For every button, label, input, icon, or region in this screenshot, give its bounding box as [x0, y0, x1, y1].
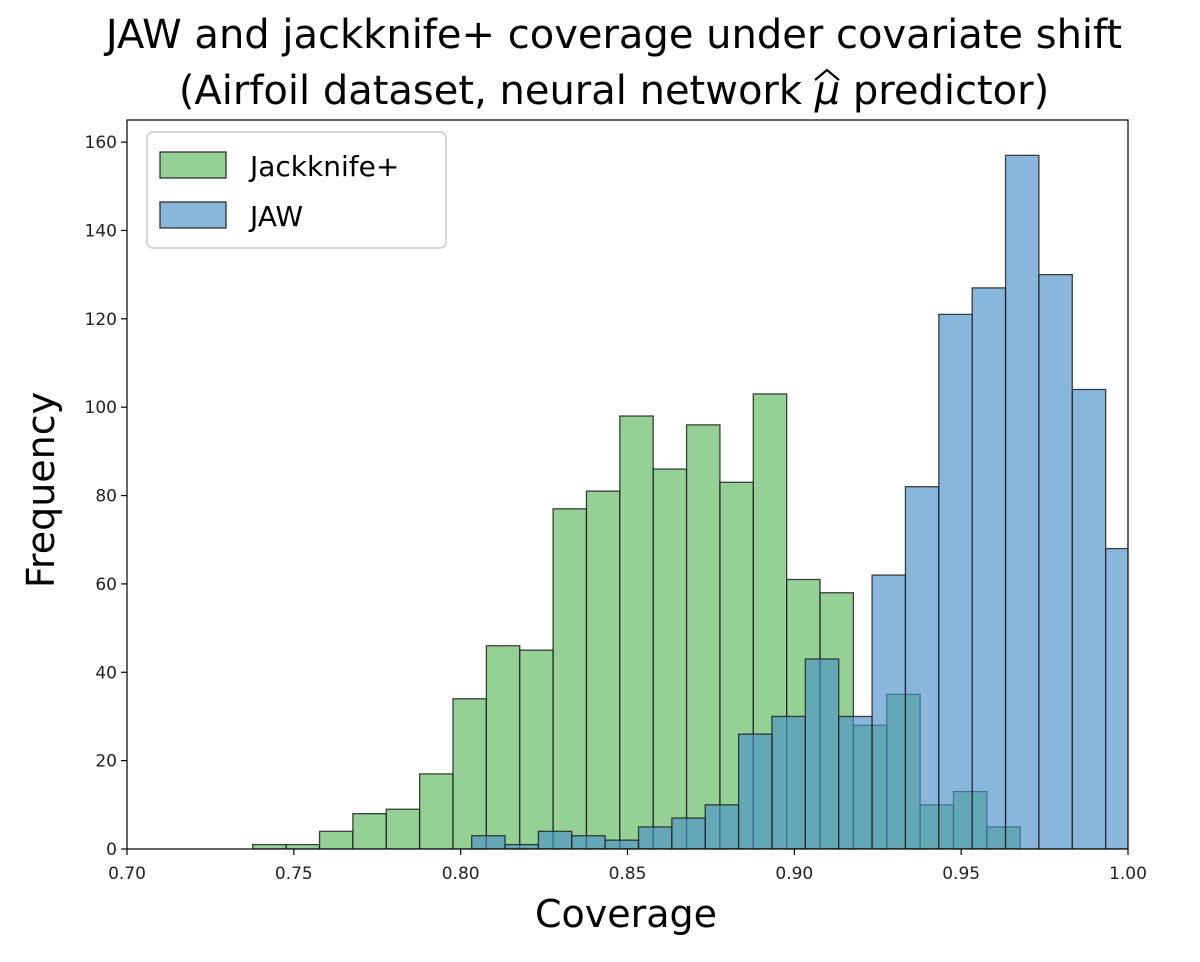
- y-tick-label: 60: [95, 575, 117, 595]
- y-tick-label: 0: [106, 840, 117, 860]
- jaw-bar-6: [671, 817, 706, 849]
- jackknife-bar-12: [652, 468, 688, 849]
- jackknife-bar-7: [485, 645, 521, 849]
- jaw-bar-8: [737, 733, 773, 849]
- legend-swatch-jaw: [159, 201, 227, 229]
- mu-hat-accent: [814, 68, 840, 81]
- jaw-bar-9: [771, 715, 806, 849]
- jackknife-bar-8: [519, 649, 554, 849]
- y-tick-label: 160: [85, 133, 117, 153]
- jaw-bar-16: [1004, 154, 1040, 849]
- jackknife-bar-3: [352, 813, 387, 849]
- legend: Jackknife+ JAW: [146, 131, 447, 249]
- jaw-bar-19: [1104, 547, 1128, 849]
- jackknife-bar-9: [552, 508, 588, 849]
- jaw-bar-15: [971, 287, 1007, 849]
- x-tick-label: 0.70: [108, 864, 146, 884]
- jaw-bar-1: [504, 843, 540, 849]
- x-axis-ticks: 0.70 0.75 0.80 0.85 0.90 0.95 1.00: [108, 849, 1147, 884]
- jaw-bar-13: [904, 486, 940, 849]
- jaw-bar-11: [838, 715, 873, 849]
- legend-label-jaw: JAW: [248, 200, 303, 233]
- x-tick-label: 0.95: [942, 864, 980, 884]
- jackknife-bar-0: [252, 843, 287, 849]
- y-tick-label: 80: [95, 487, 117, 507]
- jaw-bar-0: [471, 835, 506, 849]
- jackknife-bar-4: [385, 808, 421, 849]
- jaw-bar-7: [704, 804, 740, 849]
- chart-title-line2-prefix: (Airfoil dataset, neural network: [179, 68, 815, 114]
- jaw-bar-12: [871, 574, 907, 849]
- jackknife-bar-11: [619, 415, 654, 849]
- y-axis-ticks: 0 20 40 60 80 100 120 140 160: [85, 133, 127, 860]
- x-tick-label: 1.00: [1109, 864, 1147, 884]
- jaw-bar-18: [1071, 388, 1107, 849]
- jackknife-bar-5: [418, 773, 454, 849]
- jackknife-bar-2: [318, 830, 354, 849]
- jaw-bar-4: [604, 839, 640, 849]
- jaw-bar-20: [1139, 783, 1172, 849]
- jaw-bar-3: [571, 835, 606, 849]
- chart-title-line2-suffix: predictor): [840, 68, 1049, 114]
- jaw-bar-17: [1038, 273, 1073, 849]
- hat-accent-path: [814, 68, 840, 81]
- y-tick-label: 120: [85, 310, 117, 330]
- bars-group: [252, 154, 1172, 849]
- jackknife-bar-13: [685, 424, 721, 849]
- jackknife-bar-10: [585, 490, 621, 849]
- x-tick-label: 0.90: [775, 864, 813, 884]
- y-tick-label: 40: [95, 663, 117, 683]
- legend-label-jackknife: Jackknife+: [248, 150, 399, 183]
- y-tick-label: 100: [85, 398, 117, 418]
- jaw-bar-10: [804, 658, 840, 849]
- jackknife-bar-1: [285, 843, 321, 849]
- jaw-bar-2: [537, 830, 573, 849]
- y-axis-label: Frequency: [19, 392, 63, 588]
- x-axis-label: Coverage: [535, 892, 717, 936]
- jackknife-bar-6: [452, 698, 488, 849]
- y-tick-label: 140: [85, 221, 117, 241]
- jaw-bar-14: [938, 313, 973, 849]
- x-tick-label: 0.75: [275, 864, 313, 884]
- mu-hat-symbol: μ: [814, 68, 840, 114]
- chart-title-line2: (Airfoil dataset, neural network μ predi…: [179, 68, 1049, 114]
- y-tick-label: 20: [95, 752, 117, 772]
- x-tick-label: 0.85: [609, 864, 647, 884]
- x-tick-label: 0.80: [442, 864, 480, 884]
- chart-title-line1: JAW and jackknife+ coverage under covari…: [103, 12, 1122, 58]
- jaw-bar-5: [637, 826, 673, 849]
- legend-swatch-jackknife: [159, 151, 227, 179]
